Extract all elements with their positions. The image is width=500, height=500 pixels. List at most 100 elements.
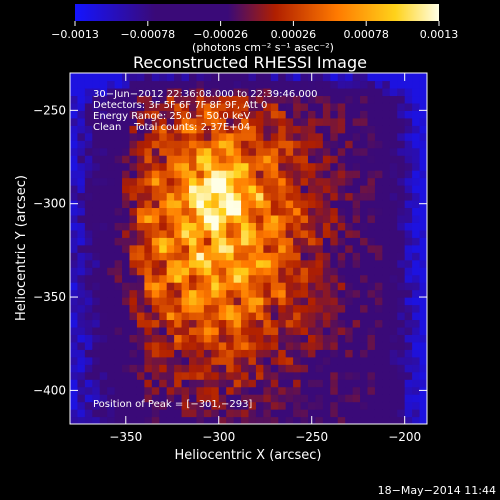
- heatmap-cell: [226, 326, 235, 335]
- heatmap-cell: [92, 214, 101, 223]
- heatmap-cell: [174, 110, 183, 119]
- heatmap-cell: [144, 140, 153, 149]
- heatmap-cell: [189, 371, 198, 380]
- heatmap-cell: [241, 162, 250, 171]
- heatmap-cell: [92, 416, 101, 424]
- heatmap-cell: [211, 341, 220, 350]
- heatmap-cell: [159, 110, 168, 119]
- heatmap-cell: [233, 267, 242, 276]
- heatmap-cell: [233, 177, 242, 186]
- heatmap-cell: [255, 401, 264, 410]
- heatmap-cell: [404, 364, 413, 373]
- heatmap-cell: [226, 207, 235, 216]
- heatmap-cell: [122, 102, 131, 111]
- heatmap-cell: [352, 356, 361, 365]
- heatmap-cell: [352, 341, 361, 350]
- heatmap-cell: [404, 214, 413, 223]
- heatmap-cell: [226, 185, 235, 194]
- heatmap-cell: [218, 379, 227, 388]
- heatmap-cell: [174, 379, 183, 388]
- heatmap-cell: [322, 177, 331, 186]
- plot-frame: [69, 72, 428, 425]
- heatmap-cell: [367, 73, 376, 82]
- heatmap-cell: [114, 311, 123, 321]
- heatmap-cell: [129, 252, 138, 261]
- heatmap-cell: [241, 282, 250, 291]
- heatmap-cell: [144, 207, 153, 216]
- heatmap-cell: [300, 237, 309, 246]
- heatmap-cell: [144, 252, 153, 261]
- heatmap-cell: [122, 311, 131, 321]
- heatmap-cell: [107, 110, 116, 119]
- heatmap-cell: [92, 237, 101, 246]
- heatmap-cell: [337, 117, 346, 126]
- heatmap-cell: [77, 132, 86, 141]
- heatmap-cell: [285, 371, 294, 380]
- heatmap-cell: [389, 259, 398, 268]
- heatmap-cell: [84, 125, 93, 134]
- heatmap-cell: [248, 326, 257, 335]
- heatmap-cell: [367, 252, 376, 261]
- heatmap-cell: [241, 73, 250, 82]
- heatmap-cell: [189, 379, 198, 388]
- heatmap-cell: [241, 229, 250, 238]
- heatmap-cell: [270, 326, 279, 335]
- heatmap-cell: [196, 267, 205, 276]
- heatmap-cell: [330, 155, 339, 164]
- heatmap-cell: [84, 95, 93, 104]
- heatmap-cell: [84, 386, 93, 395]
- heatmap-cell: [129, 356, 138, 365]
- heatmap-cell: [360, 117, 369, 126]
- heatmap-cell: [189, 170, 198, 179]
- heatmap-cell: [315, 132, 324, 141]
- heatmap-cell: [174, 297, 183, 306]
- heatmap-cell: [174, 356, 183, 365]
- heatmap-cell: [330, 73, 339, 82]
- heatmap-cell: [233, 199, 242, 209]
- heatmap-cell: [196, 274, 205, 283]
- heatmap-cell: [374, 177, 383, 186]
- heatmap-cell: [337, 140, 346, 149]
- heatmap-cell: [181, 102, 190, 111]
- heatmap-cell: [189, 87, 198, 97]
- heatmap-cell: [70, 155, 79, 164]
- heatmap-cell: [189, 110, 198, 119]
- heatmap-cell: [360, 214, 369, 223]
- heatmap-cell: [174, 117, 183, 126]
- heatmap-cell: [99, 334, 108, 343]
- heatmap-cell: [92, 177, 101, 186]
- heatmap-cell: [389, 125, 398, 134]
- heatmap-cell: [374, 379, 383, 388]
- heatmap-cell: [345, 140, 354, 149]
- heatmap-cell: [397, 326, 406, 335]
- heatmap-cell: [84, 304, 93, 313]
- heatmap-cell: [248, 110, 257, 119]
- heatmap-cell: [404, 199, 413, 209]
- heatmap-cell: [114, 274, 123, 283]
- heatmap-cell: [159, 117, 168, 126]
- heatmap-cell: [270, 207, 279, 216]
- heatmap-cell: [285, 132, 294, 141]
- heatmap-cell: [345, 199, 354, 209]
- heatmap-cell: [218, 371, 227, 380]
- heatmap-cell: [345, 177, 354, 186]
- heatmap-cell: [374, 341, 383, 350]
- heatmap-cell: [196, 147, 205, 156]
- heatmap-cell: [337, 297, 346, 306]
- heatmap-cell: [322, 326, 331, 335]
- heatmap-cell: [360, 147, 369, 156]
- heatmap-cell: [92, 73, 101, 82]
- heatmap-cell: [233, 102, 242, 111]
- heatmap-cell: [315, 140, 324, 149]
- heatmap-cell: [211, 386, 220, 395]
- heatmap-cell: [412, 289, 421, 298]
- heatmap-cell: [166, 185, 175, 194]
- heatmap-cell: [270, 334, 279, 343]
- heatmap-cell: [337, 147, 346, 156]
- heatmap-cell: [136, 192, 145, 201]
- heatmap-cell: [70, 282, 79, 291]
- heatmap-cell: [263, 170, 272, 179]
- heatmap-cell: [144, 185, 153, 194]
- heatmap-cell: [144, 394, 153, 403]
- heatmap-cell: [367, 102, 376, 111]
